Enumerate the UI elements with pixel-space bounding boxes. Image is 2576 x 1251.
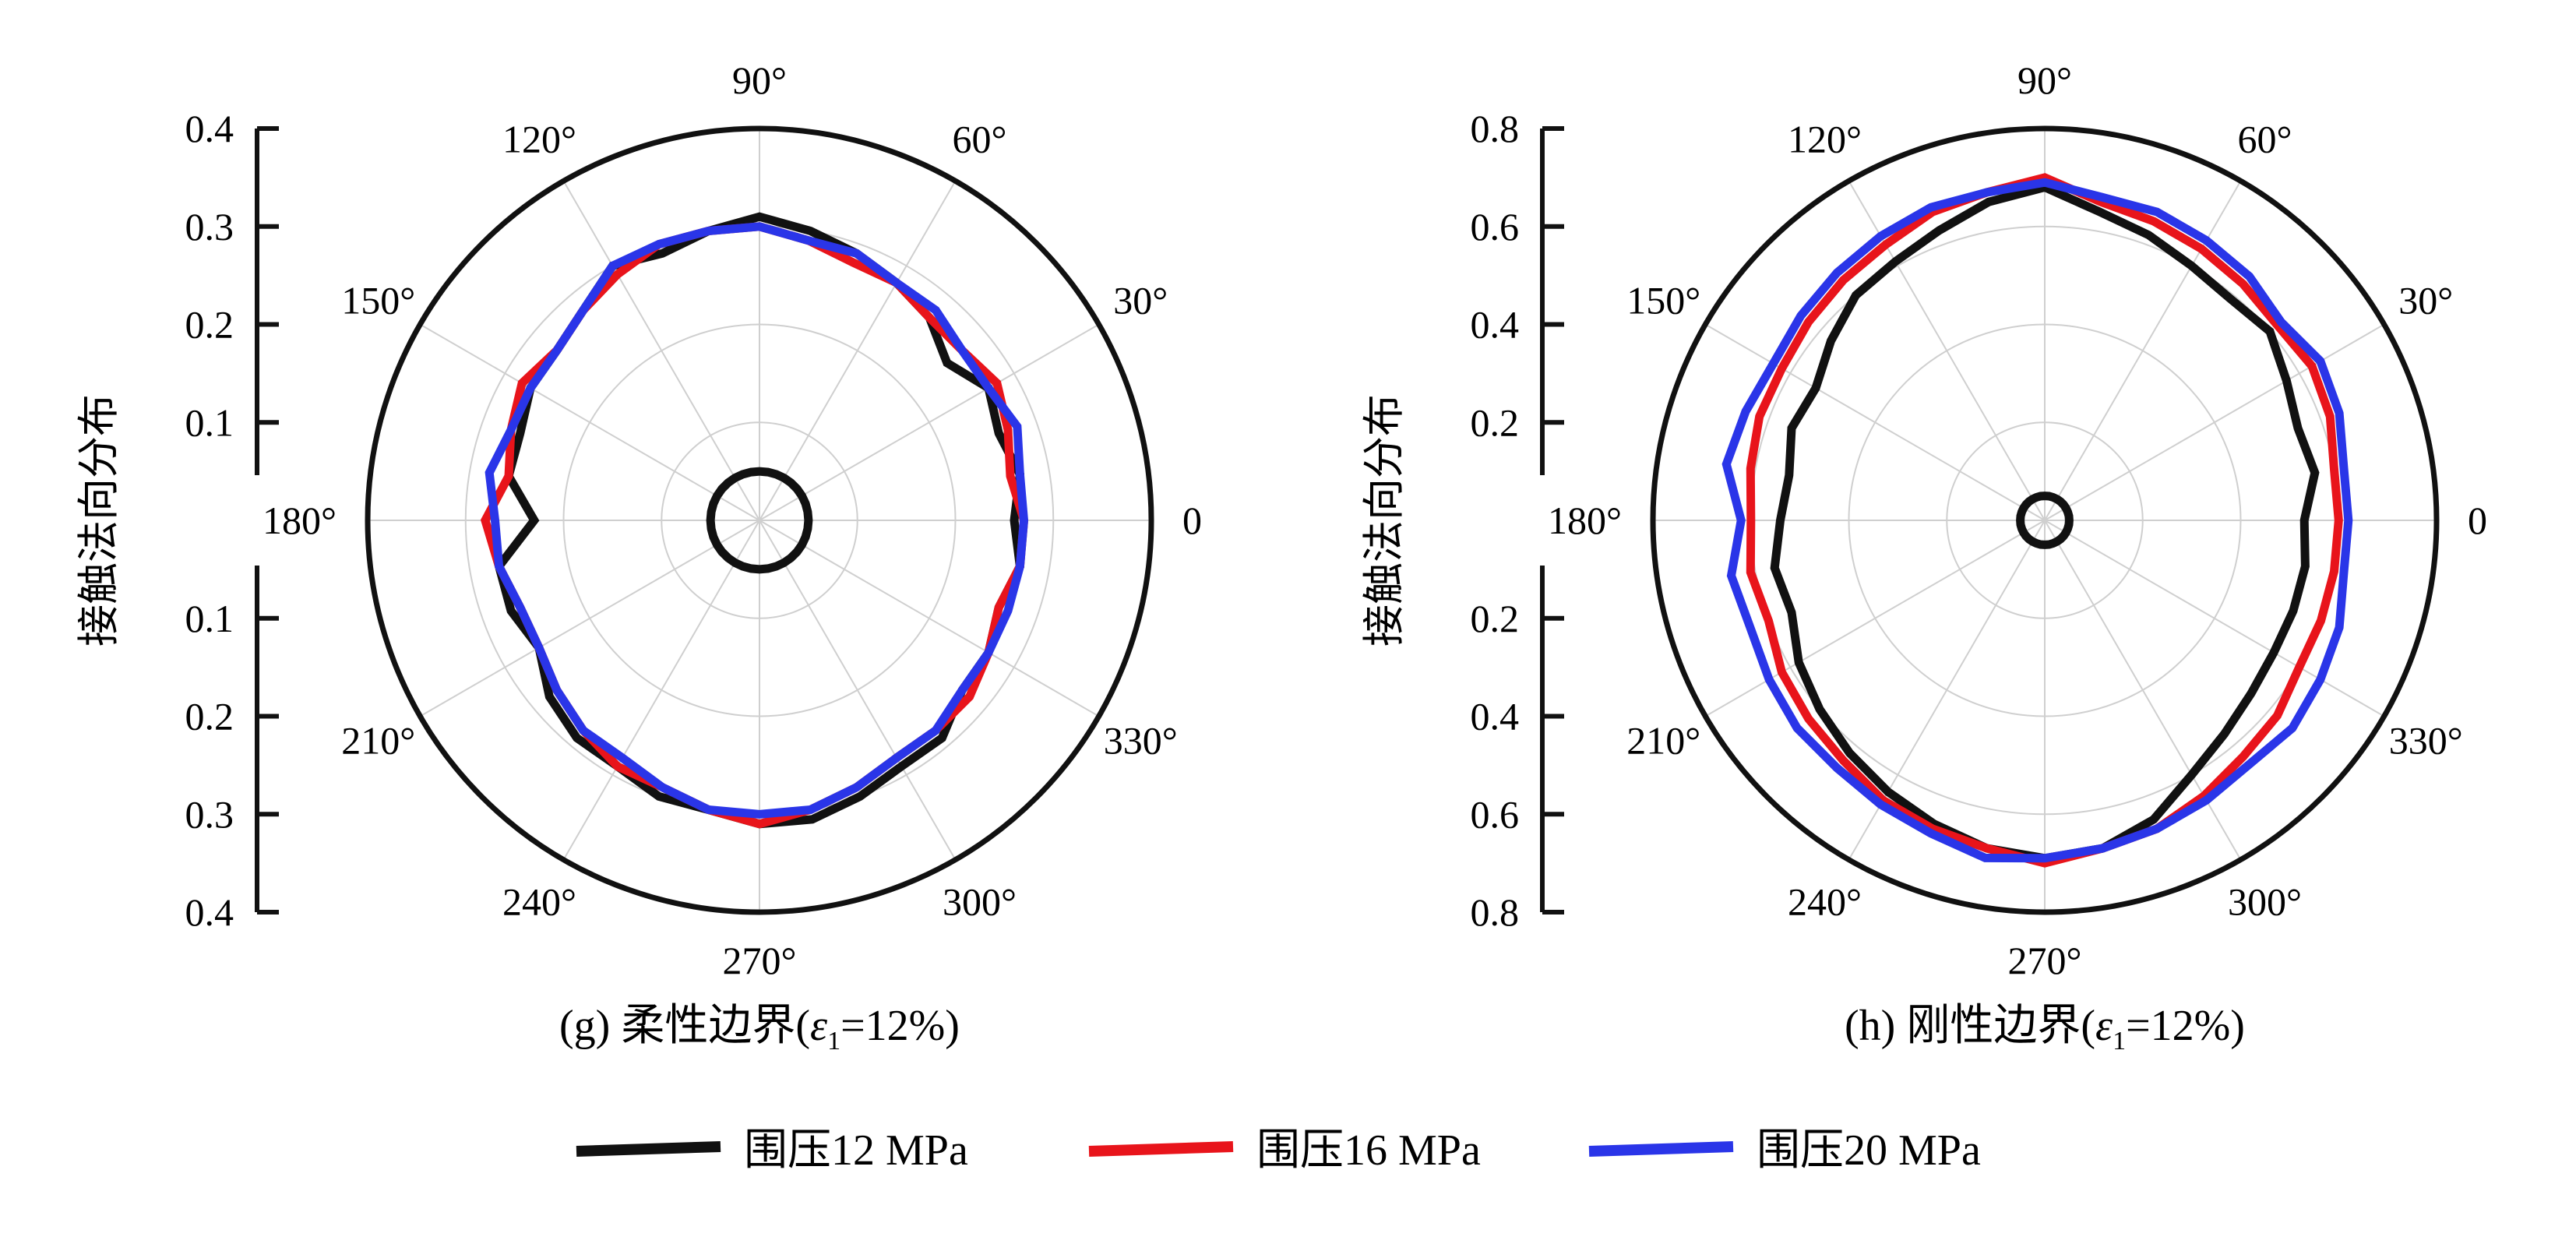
radial-tick-label: 0.3 (185, 205, 234, 248)
radial-tick-label: 0.8 (1471, 107, 1520, 150)
angle-label: 270° (2008, 939, 2082, 982)
legend-swatch-1 (576, 1141, 721, 1157)
legend-label-1: 围压12 MPa (744, 1126, 968, 1175)
series-line-2 (1746, 173, 2343, 868)
angle-label: 180° (263, 499, 337, 542)
legend-label-3: 围压20 MPa (1757, 1126, 1981, 1175)
grid-spoke (759, 323, 1100, 521)
angle-label: 210° (1626, 719, 1700, 763)
radial-tick-label: 0.2 (1471, 597, 1520, 640)
grid-spoke (1848, 180, 2046, 521)
grid-spoke (1704, 520, 2046, 717)
polar-chart-g: 0 30° 60° 90° 120° 150° 180° 210° 240° 270° 300° 33… (74, 58, 1202, 1055)
grid-spoke (562, 180, 760, 521)
angle-label: 150° (341, 279, 415, 322)
radial-tick-label: 0.4 (1471, 695, 1520, 738)
grid-spoke (759, 520, 957, 861)
angle-label: 240° (1788, 879, 1862, 923)
angle-label: 60° (2238, 118, 2292, 161)
grid-spoke (419, 323, 760, 521)
angle-label: 90° (732, 58, 787, 102)
angle-label: 300° (2228, 879, 2302, 923)
grid-spoke (2044, 520, 2242, 861)
outer-ring (1650, 125, 2440, 915)
angle-label: 330° (1104, 719, 1178, 763)
radial-tick-label: 0.3 (185, 792, 234, 836)
radial-tick-label: 0.4 (185, 107, 234, 150)
radial-tick-label: 0.8 (1471, 890, 1520, 934)
grid-spoke (759, 180, 957, 521)
angle-label: 240° (502, 879, 576, 923)
radial-tick-label: 0.1 (185, 597, 234, 640)
outer-ring (365, 125, 1154, 915)
legend: 围压12 MPa 围压16 MPa 围压20 MPa (576, 1126, 1981, 1175)
radial-tick-label: 0.2 (185, 303, 234, 347)
y-axis-label: 接触法向分布 (1359, 394, 1408, 647)
angle-label: 180° (1548, 499, 1622, 542)
angle-label: 30° (2398, 279, 2453, 322)
panel-caption: (h) 刚性边界(ε1=12%) (1845, 1002, 2245, 1055)
angle-label: 120° (1788, 118, 1862, 161)
angle-label: 300° (943, 879, 1017, 923)
panel-caption: (g) 柔性边界(ε1=12%) (559, 1002, 960, 1055)
series-line-3 (1721, 178, 2353, 863)
angle-label: 270° (723, 939, 797, 982)
grid-spoke (759, 520, 1100, 717)
angle-label: 210° (341, 719, 415, 763)
radial-tick-label: 0.2 (185, 695, 234, 738)
angle-label: 150° (1626, 279, 1700, 322)
angle-label: 330° (2389, 719, 2463, 763)
series-line-3 (485, 222, 1029, 819)
y-axis-label: 接触法向分布 (74, 394, 123, 647)
angle-label: 0 (1182, 499, 1202, 542)
grid-spoke (419, 520, 760, 717)
grid-spoke (2044, 323, 2385, 521)
radial-tick-label: 0.6 (1471, 792, 1520, 836)
angle-label: 90° (2017, 58, 2072, 102)
radial-tick-label: 0.6 (1471, 205, 1520, 248)
grid-spoke (562, 520, 760, 861)
grid-spoke (1704, 323, 2046, 521)
angle-label: 60° (953, 118, 1007, 161)
inner-reference-ring (2016, 492, 2074, 549)
angle-label: 30° (1113, 279, 1168, 322)
series-line-1 (1770, 182, 2320, 863)
legend-label-2: 围压16 MPa (1256, 1126, 1481, 1175)
legend-swatch-3 (1588, 1141, 1734, 1157)
polar-chart-h: 0 30° 60° 90° 120° 150° 180° 210° 240° 270° 300° 33… (1359, 58, 2487, 1055)
grid-spoke (2044, 520, 2385, 717)
radial-tick-label: 0.1 (185, 400, 234, 444)
radial-tick-label: 0.2 (1471, 400, 1520, 444)
legend-swatch-2 (1088, 1141, 1234, 1157)
radial-tick-label: 0.4 (185, 890, 234, 934)
angle-label: 0 (2468, 499, 2487, 542)
angle-label: 120° (502, 118, 576, 161)
inner-reference-ring (706, 467, 813, 574)
grid-spoke (1848, 520, 2046, 861)
radial-tick-label: 0.4 (1471, 303, 1520, 347)
